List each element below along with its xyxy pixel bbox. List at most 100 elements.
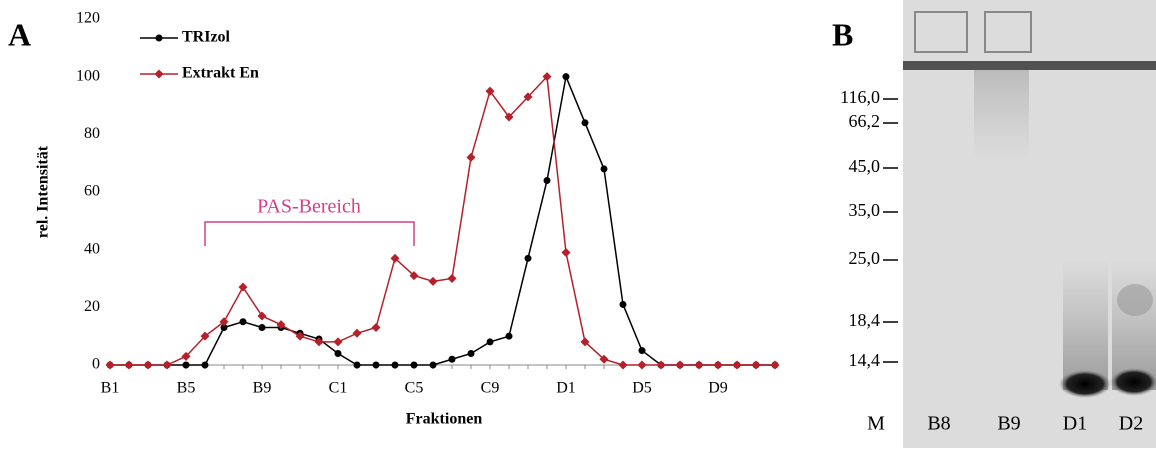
point xyxy=(105,360,115,370)
point xyxy=(751,360,761,370)
panel-label: B xyxy=(832,16,853,52)
point xyxy=(713,360,723,370)
y-tick-label: 20 xyxy=(84,298,100,315)
point xyxy=(770,360,780,370)
point xyxy=(428,276,438,286)
point xyxy=(466,152,476,162)
lane-label: D2 xyxy=(1119,413,1143,435)
point xyxy=(409,271,419,281)
point xyxy=(656,360,666,370)
marker-label: 14,4 xyxy=(849,350,881,370)
x-tick-label: D9 xyxy=(708,380,728,397)
point xyxy=(352,328,362,338)
marker-label: 45,0 xyxy=(849,156,881,176)
point xyxy=(467,349,475,357)
point xyxy=(561,248,571,258)
y-tick-label: 0 xyxy=(92,356,100,373)
point xyxy=(155,34,163,42)
point xyxy=(200,331,210,341)
point xyxy=(257,311,267,321)
point xyxy=(542,72,552,82)
point xyxy=(314,337,324,347)
x-tick-label: D1 xyxy=(556,380,576,397)
x-axis-label: Fraktionen xyxy=(406,411,483,428)
point xyxy=(486,338,494,346)
point xyxy=(219,317,229,327)
y-axis-label: rel. Intensität xyxy=(35,145,52,238)
marker-label: 66,2 xyxy=(849,111,881,131)
plot: 0 20 40 60 80 100 120 B1 B5 B9 C1 C5 C9 D1 D5 D9 TRIzol E… xyxy=(76,10,780,397)
gel-well xyxy=(984,11,1032,53)
panel-label: A xyxy=(8,16,31,52)
x-tick-label: B1 xyxy=(101,380,120,397)
point xyxy=(371,323,381,333)
point xyxy=(543,176,551,184)
point xyxy=(580,337,590,347)
point xyxy=(675,360,685,370)
point xyxy=(239,318,247,326)
y-tick-label: 80 xyxy=(84,125,100,142)
annotation-bracket xyxy=(204,221,415,246)
marker-label: 116,0 xyxy=(840,87,880,107)
point xyxy=(258,324,266,332)
point xyxy=(524,254,532,262)
point xyxy=(124,360,134,370)
point xyxy=(295,331,305,341)
point xyxy=(181,351,191,361)
point xyxy=(523,92,533,102)
point xyxy=(600,165,608,173)
point xyxy=(448,355,456,363)
lane-label: B9 xyxy=(997,413,1020,435)
point xyxy=(638,347,646,355)
point xyxy=(485,86,495,96)
gel-smear xyxy=(974,70,1029,160)
point xyxy=(504,112,514,122)
point xyxy=(162,360,172,370)
legend-label: Extrakt En xyxy=(182,65,259,82)
point xyxy=(637,360,647,370)
x-tick-label: B5 xyxy=(177,380,196,397)
point xyxy=(581,119,589,127)
point xyxy=(562,73,570,81)
y-tick-label: 40 xyxy=(84,240,100,257)
lane-label: B8 xyxy=(927,413,950,435)
marker-label: 35,0 xyxy=(849,200,881,220)
point xyxy=(334,349,342,357)
point xyxy=(732,360,742,370)
point xyxy=(182,361,190,369)
gel-smear xyxy=(1063,260,1108,390)
point xyxy=(201,361,209,369)
y-tick-label: 100 xyxy=(76,67,100,84)
point xyxy=(447,274,457,283)
point xyxy=(599,354,609,364)
gel-labels: 116,0 66,2 45,0 35,0 25,0 18,4 14,4 M B8 B9 D1 D2 xyxy=(840,87,1143,434)
gel-panel: B 116,0 66,2 45,0 35,0 25,0 18,4 14,4 M B8 B9 D1 D2 xyxy=(832,0,1156,448)
gel-smear xyxy=(1117,284,1153,316)
point xyxy=(694,360,704,370)
gel-well xyxy=(914,11,968,53)
x-tick-label: C9 xyxy=(481,380,500,397)
point xyxy=(391,361,399,369)
x-tick-label: C5 xyxy=(405,380,424,397)
point xyxy=(390,253,400,263)
x-tick-label: D5 xyxy=(632,380,652,397)
gel-band xyxy=(903,61,1156,70)
lane-label: M xyxy=(867,413,885,435)
point xyxy=(154,69,164,79)
point xyxy=(429,361,437,369)
lane-label: D1 xyxy=(1063,413,1087,435)
point xyxy=(276,320,286,330)
point xyxy=(410,361,418,369)
legend-label: TRIzol xyxy=(182,29,231,46)
marker-label: 18,4 xyxy=(849,310,881,330)
annotation: PAS-Bereich xyxy=(257,196,361,218)
y-tick-label: 120 xyxy=(76,10,100,27)
x-tick-label: C1 xyxy=(329,380,348,397)
point xyxy=(505,332,513,340)
point xyxy=(238,282,248,292)
gel-blob xyxy=(1059,370,1111,398)
point xyxy=(143,360,153,370)
point xyxy=(618,360,628,370)
